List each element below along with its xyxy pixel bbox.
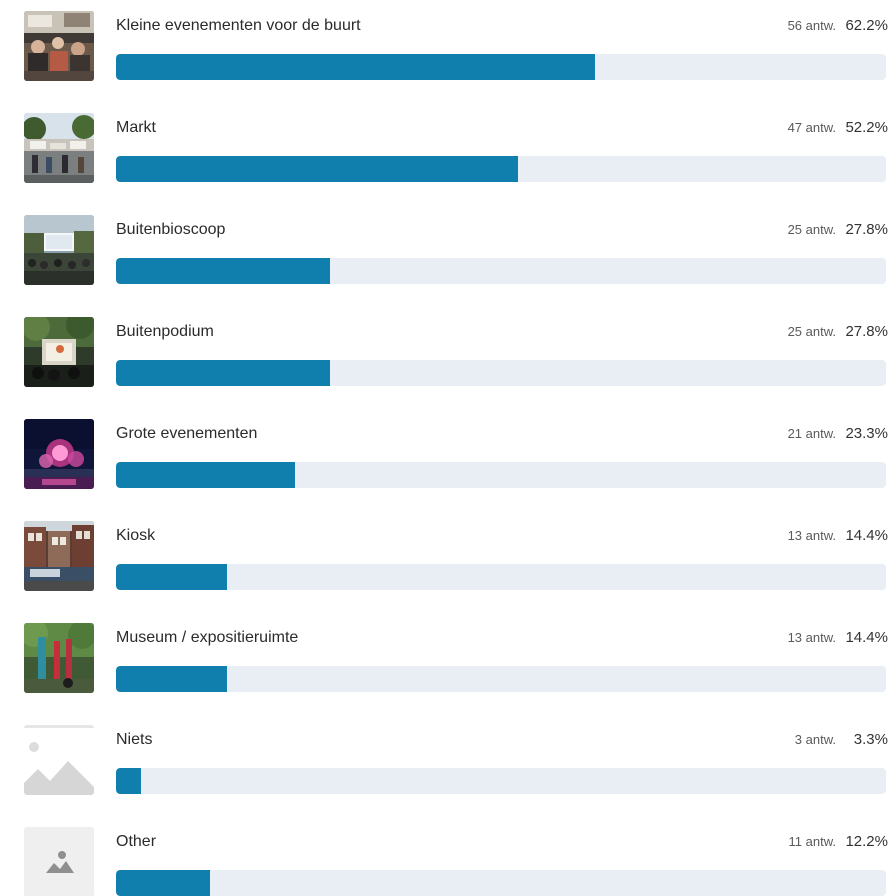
answer-percentage: 52.2%: [845, 119, 888, 136]
progress-fill: [116, 54, 595, 80]
answer-percentage: 14.4%: [845, 629, 888, 646]
poll-option-row: Other 11 antw. 12.2%: [0, 816, 890, 896]
progress-track: [116, 870, 886, 896]
progress-track: [116, 360, 886, 386]
progress-fill: [116, 768, 142, 794]
option-stats: 21 antw. 23.3%: [788, 424, 888, 444]
poll-option-row: Niets 3 antw. 3.3%: [0, 714, 890, 816]
progress-track: [116, 564, 886, 590]
option-stats: 11 antw. 12.2%: [789, 832, 888, 852]
answer-count: 3 antw.: [794, 732, 836, 747]
answer-percentage: 14.4%: [845, 527, 888, 544]
poll-option-row: Grote evenementen 21 antw. 23.3%: [0, 408, 890, 510]
photo-art-installation-icon: [24, 623, 94, 693]
photo-outdoor-cinema-icon: [24, 215, 94, 285]
progress-fill: [116, 462, 296, 488]
option-stats: 3 antw. 3.3%: [795, 730, 888, 750]
progress-fill: [116, 564, 227, 590]
option-stats: 25 antw. 27.8%: [788, 322, 888, 342]
progress-track: [116, 258, 886, 284]
answer-count: 13 antw.: [787, 630, 836, 645]
progress-fill: [116, 666, 227, 692]
option-label: Buitenbioscoop: [116, 221, 226, 238]
option-label: Other: [116, 833, 157, 850]
answer-percentage: 27.8%: [845, 221, 888, 238]
answer-count: 25 antw.: [787, 222, 836, 237]
option-stats: 47 antw. 52.2%: [788, 118, 888, 138]
photo-outdoor-stage-icon: [24, 317, 94, 387]
answer-percentage: 3.3%: [853, 731, 888, 748]
progress-track: [116, 768, 886, 794]
option-stats: 25 antw. 27.8%: [788, 220, 888, 240]
option-label: Museum / expositieruimte: [116, 629, 299, 646]
answer-count: 11 antw.: [788, 834, 836, 849]
progress-track: [116, 156, 886, 182]
option-label: Kiosk: [116, 527, 156, 544]
progress-track: [116, 666, 886, 692]
poll-option-row: Kleine evenementen voor de buurt 56 antw…: [0, 0, 890, 102]
progress-fill: [116, 156, 518, 182]
poll-option-row: Kiosk 13 antw. 14.4%: [0, 510, 890, 612]
answer-count: 25 antw.: [787, 324, 836, 339]
answer-percentage: 62.2%: [845, 17, 888, 34]
option-stats: 13 antw. 14.4%: [788, 526, 888, 546]
answer-percentage: 12.2%: [845, 833, 888, 850]
poll-option-row: Markt 47 antw. 52.2%: [0, 102, 890, 204]
photo-fireworks-icon: [24, 419, 94, 489]
photo-market-icon: [24, 113, 94, 183]
progress-fill: [116, 258, 331, 284]
option-label: Niets: [116, 731, 153, 748]
image-placeholder-small-icon: [24, 827, 94, 896]
poll-option-row: Museum / expositieruimte 13 antw. 14.4%: [0, 612, 890, 714]
progress-track: [116, 54, 886, 80]
answer-count: 47 antw.: [787, 120, 836, 135]
answer-count: 21 antw.: [787, 426, 836, 441]
poll-option-row: Buitenbioscoop 25 antw. 27.8%: [0, 204, 890, 306]
progress-fill: [116, 360, 331, 386]
answer-count: 13 antw.: [787, 528, 836, 543]
progress-track: [116, 462, 886, 488]
progress-fill: [116, 870, 210, 896]
image-placeholder-large-icon: [24, 725, 94, 795]
option-label: Kleine evenementen voor de buurt: [116, 17, 361, 34]
option-label: Grote evenementen: [116, 425, 258, 442]
photo-kiosk-street-icon: [24, 521, 94, 591]
option-label: Buitenpodium: [116, 323, 214, 340]
option-stats: 13 antw. 14.4%: [788, 628, 888, 648]
option-stats: 56 antw. 62.2%: [788, 16, 888, 36]
answer-percentage: 27.8%: [845, 323, 888, 340]
answer-percentage: 23.3%: [845, 425, 888, 442]
photo-outdoor-dining-icon: [24, 11, 94, 81]
option-label: Markt: [116, 119, 156, 136]
poll-option-row: Buitenpodium 25 antw. 27.8%: [0, 306, 890, 408]
answer-count: 56 antw.: [787, 18, 836, 33]
